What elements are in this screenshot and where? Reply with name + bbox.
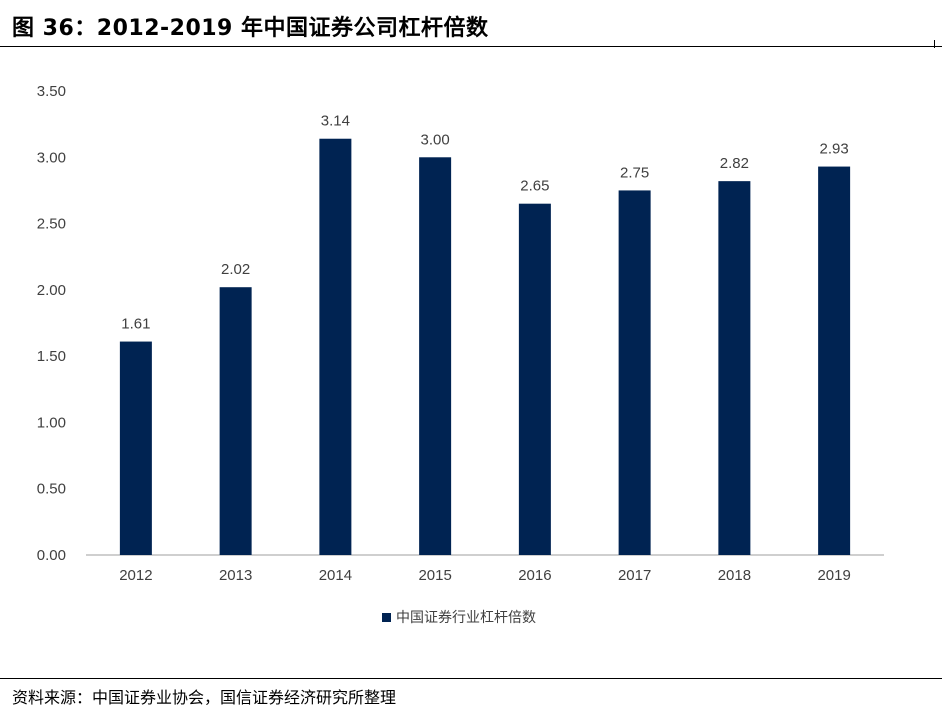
- y-tick-label: 3.00: [37, 149, 66, 166]
- data-label-2013: 2.02: [221, 261, 250, 278]
- x-tick-label-2014: 2014: [319, 567, 352, 584]
- y-tick-label: 3.50: [37, 83, 66, 100]
- data-label-2012: 1.61: [121, 316, 150, 333]
- data-label-2014: 3.14: [321, 113, 350, 130]
- data-label-2018: 2.82: [720, 155, 749, 172]
- x-tick-label-2019: 2019: [817, 567, 850, 584]
- x-tick-label-2013: 2013: [219, 567, 252, 584]
- data-label-2017: 2.75: [620, 164, 649, 181]
- source-divider: [0, 678, 942, 679]
- y-tick-label: 2.00: [37, 282, 66, 299]
- data-label-2015: 3.00: [421, 131, 450, 148]
- x-tick-label-2015: 2015: [418, 567, 451, 584]
- bar-2015: [419, 157, 452, 555]
- bar-2016: [518, 203, 551, 555]
- bar-2018: [718, 181, 751, 556]
- chart-svg: 0.00 0.50 1.00 1.50 2.00 2.50 3.00 3.50 1.61 2012…: [37, 83, 884, 625]
- source-note: 资料来源：中国证券业协会，国信证券经济研究所整理: [12, 688, 397, 707]
- legend-label: 中国证券行业杠杆倍数: [396, 609, 536, 625]
- data-label-2016: 2.65: [520, 178, 549, 195]
- bar-2017: [618, 190, 651, 555]
- bar-2012: [119, 341, 152, 555]
- x-tick-label-2012: 2012: [119, 567, 152, 584]
- title-divider: [0, 46, 942, 47]
- y-tick-label: 0.00: [37, 547, 66, 564]
- y-tick-label: 0.50: [37, 481, 66, 498]
- data-label-2019: 2.93: [820, 141, 849, 158]
- bar-2014: [319, 138, 352, 555]
- title-divider-tick: [934, 40, 935, 48]
- y-tick-label: 1.50: [37, 348, 66, 365]
- bar-2013: [219, 287, 252, 555]
- y-tick-label: 2.50: [37, 216, 66, 233]
- x-tick-label-2016: 2016: [518, 567, 551, 584]
- legend-swatch: [382, 613, 391, 622]
- figure-title: 图 36：2012-2019 年中国证券公司杠杆倍数: [12, 16, 489, 41]
- y-tick-label: 1.00: [37, 414, 66, 431]
- x-tick-label-2017: 2017: [618, 567, 651, 584]
- x-tick-label-2018: 2018: [718, 567, 751, 584]
- bar-2019: [818, 166, 851, 555]
- bar-chart: 0.00 0.50 1.00 1.50 2.00 2.50 3.00 3.50 1.61 2012…: [0, 48, 942, 678]
